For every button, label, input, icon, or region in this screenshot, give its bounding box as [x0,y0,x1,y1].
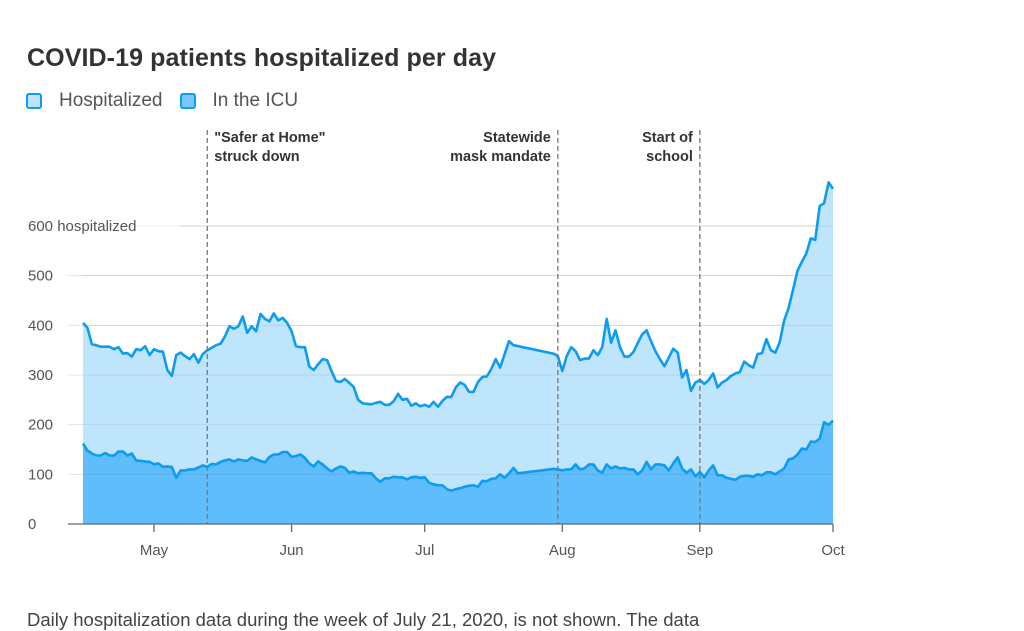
footnote: Daily hospitalization data during the we… [27,609,700,630]
legend-item-icu[interactable]: In the ICU [179,90,299,112]
y-tick-label: 300 [28,367,53,384]
event-label: "Safer at Home" [214,130,325,146]
x-tick-label: Sep [687,542,714,559]
y-tick-label: 600 hospitalized [28,218,136,235]
x-tick-label: Oct [821,542,845,559]
event-label: school [646,149,693,165]
legend-swatch-hospitalized [26,93,42,109]
axes: 0 100 200 300 400 500 600 hospitalized May Jun Ju… [28,218,845,559]
chart-title: COVID-19 patients hospitalized per day [27,44,497,72]
area-icu [83,420,833,524]
series-areas [81,181,835,525]
y-tick-label: 500 [28,268,53,285]
legend-swatch-icu [179,93,196,109]
legend-item-hospitalized[interactable]: Hospitalized [26,90,163,112]
event-label: mask mandate [450,149,551,165]
y-tick-label: 0 [28,516,36,533]
event-annotations: "Safer at Home" struck down Statewide mask … [206,130,701,524]
y-tick-label: 200 [28,417,53,434]
line-hospitalized [82,181,835,409]
legend-label-icu: In the ICU [212,90,299,111]
event-label: Start of [642,130,693,146]
event-label: struck down [214,149,299,165]
x-tick-label: May [140,542,169,559]
legend: Hospitalized In the ICU [26,90,315,112]
x-tick-label: Jul [415,542,434,559]
event-label: Statewide [483,130,551,146]
legend-label-hospitalized: Hospitalized [59,90,163,111]
x-tick-label: Jun [279,542,303,559]
line-icu [81,419,834,492]
y-tick-label: 400 [28,317,53,334]
area-hospitalized [83,182,833,525]
y-tick-label: 100 [28,466,53,483]
x-tick-label: Aug [549,542,576,559]
